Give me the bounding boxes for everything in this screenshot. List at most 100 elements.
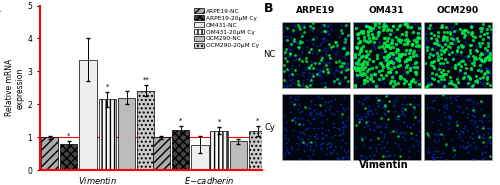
Point <box>340 47 347 50</box>
Point <box>482 51 490 54</box>
Point <box>482 66 490 69</box>
Point <box>386 55 394 58</box>
Point <box>352 62 360 65</box>
Point <box>394 48 402 51</box>
Point <box>298 24 306 27</box>
Point <box>384 110 392 112</box>
Point <box>478 77 486 80</box>
Point <box>308 141 316 144</box>
Point <box>450 29 458 32</box>
Point <box>332 69 340 72</box>
Point <box>382 105 390 108</box>
Point <box>366 77 374 80</box>
Point <box>340 77 348 80</box>
Point <box>434 42 442 45</box>
Point <box>359 53 367 56</box>
Point <box>468 137 476 139</box>
Point <box>358 54 366 57</box>
Point <box>415 31 423 33</box>
Point <box>403 42 411 45</box>
Point <box>438 45 446 48</box>
Point <box>314 136 322 139</box>
Point <box>486 51 494 54</box>
Point <box>323 147 331 149</box>
Point <box>414 44 422 47</box>
Point <box>362 70 370 73</box>
Point <box>445 81 453 84</box>
Point <box>340 109 348 112</box>
Point <box>361 79 369 82</box>
Point <box>358 140 366 143</box>
Point <box>334 77 342 80</box>
Point <box>469 41 477 44</box>
Point <box>340 123 348 126</box>
Point <box>476 69 484 72</box>
Point <box>368 74 376 77</box>
Point <box>415 37 423 40</box>
Bar <box>118 98 135 170</box>
Point <box>453 123 461 126</box>
Point <box>459 60 467 63</box>
Point <box>386 36 394 39</box>
Point <box>296 22 304 25</box>
Point <box>472 45 480 48</box>
Point <box>288 64 296 67</box>
Point <box>370 45 378 48</box>
Point <box>394 60 402 63</box>
Point <box>357 135 365 138</box>
Point <box>439 94 447 97</box>
Point <box>478 127 486 130</box>
Point <box>482 35 490 38</box>
Text: *: * <box>106 84 109 90</box>
Point <box>296 111 304 114</box>
Point <box>368 36 376 39</box>
Point <box>316 81 324 84</box>
Bar <box>424 22 492 88</box>
Point <box>322 39 330 42</box>
Point <box>404 58 412 61</box>
Point <box>301 106 309 109</box>
Point <box>292 68 300 71</box>
Point <box>484 56 492 58</box>
Point <box>403 43 411 46</box>
Point <box>366 128 374 131</box>
Point <box>338 157 346 159</box>
Point <box>306 144 314 147</box>
Point <box>334 45 342 48</box>
Point <box>476 107 484 110</box>
Point <box>285 151 293 154</box>
Point <box>406 125 414 128</box>
Point <box>368 81 376 84</box>
Point <box>480 76 488 79</box>
Point <box>456 106 464 109</box>
Point <box>280 155 287 158</box>
Point <box>450 37 458 40</box>
Point <box>406 48 413 51</box>
Point <box>473 46 481 49</box>
Point <box>477 30 485 33</box>
Point <box>466 99 474 102</box>
Point <box>401 51 409 54</box>
Point <box>384 44 392 47</box>
Point <box>444 69 452 72</box>
Point <box>476 26 484 29</box>
Point <box>362 54 370 57</box>
Point <box>370 129 378 132</box>
Point <box>296 57 304 60</box>
Point <box>398 53 406 55</box>
Point <box>451 83 459 86</box>
Point <box>351 61 359 64</box>
Point <box>362 75 370 78</box>
Point <box>457 59 465 62</box>
Point <box>424 27 432 30</box>
Point <box>372 147 380 150</box>
Point <box>376 61 384 64</box>
Point <box>292 58 300 61</box>
Point <box>303 39 311 42</box>
Point <box>318 127 326 130</box>
Point <box>451 39 459 42</box>
Point <box>324 100 332 103</box>
Point <box>382 45 390 48</box>
Point <box>281 24 289 27</box>
Point <box>362 25 370 28</box>
